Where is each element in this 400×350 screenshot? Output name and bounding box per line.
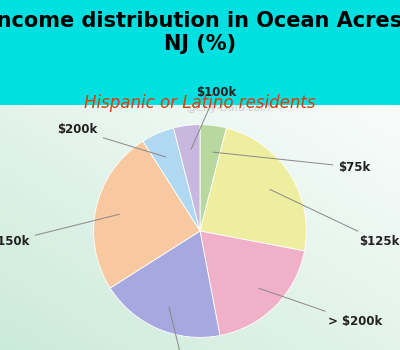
Wedge shape [94,141,200,288]
Text: $150k: $150k [0,214,120,248]
Text: Income distribution in Ocean Acres,
NJ (%): Income distribution in Ocean Acres, NJ (… [0,10,400,54]
Wedge shape [143,128,200,231]
Text: Hispanic or Latino residents: Hispanic or Latino residents [84,94,316,112]
Text: $40k: $40k [169,307,206,350]
Wedge shape [200,231,304,336]
Text: $125k: $125k [270,189,400,248]
Wedge shape [110,231,220,337]
Text: $75k: $75k [213,152,370,174]
Text: $100k: $100k [191,86,236,149]
Text: > $200k: > $200k [259,288,382,328]
Text: @City-Data.com: @City-Data.com [187,103,271,113]
Text: $200k: $200k [58,124,166,157]
Wedge shape [174,125,200,231]
Wedge shape [200,125,226,231]
Wedge shape [200,128,306,251]
